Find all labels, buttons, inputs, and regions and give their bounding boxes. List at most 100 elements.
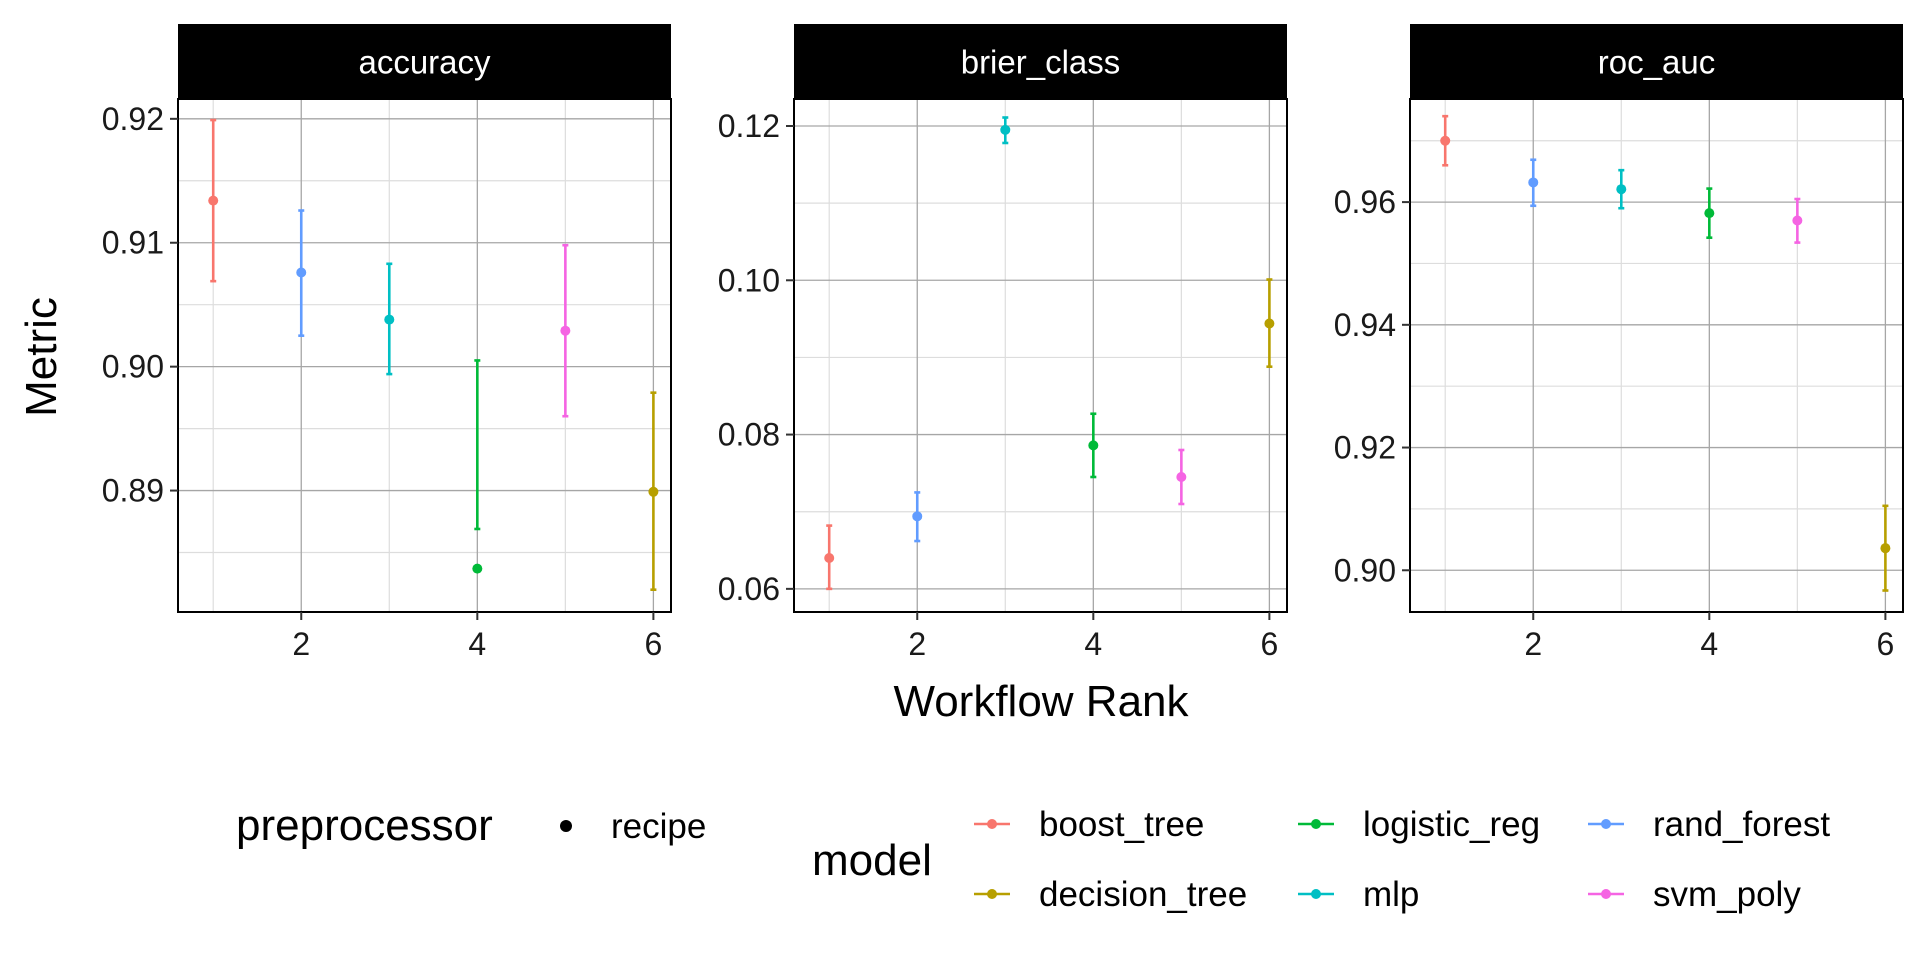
mean-point <box>1176 472 1187 482</box>
x-axis-title: Workflow Rank <box>893 677 1189 726</box>
mean-point <box>824 553 835 563</box>
errorbar-rand_forest <box>296 209 307 337</box>
x-tick-label: 2 <box>292 626 310 662</box>
model-legend-items: boost_tree logistic_reg rand_forestdecisio… <box>974 805 1830 914</box>
mean-point <box>1088 440 1099 451</box>
strip-accuracy <box>178 24 671 99</box>
panel-border <box>1409 98 1904 613</box>
y-tick-label: 0.91 <box>102 225 164 261</box>
mean-point <box>1440 135 1451 146</box>
legend-title-preprocessor: preprocessor <box>236 801 493 850</box>
legend-item-mlp: mlp <box>1298 875 1419 914</box>
mean-point <box>1264 318 1275 329</box>
plot-background <box>1410 99 1903 612</box>
legend-key-point <box>1601 819 1611 829</box>
mean-point <box>1000 124 1011 135</box>
legend-label: svm_poly <box>1653 875 1801 914</box>
errorbar-logistic_reg <box>1088 412 1099 479</box>
mean-point <box>1880 543 1891 554</box>
legend-label: logistic_reg <box>1363 805 1540 844</box>
errorbar-boost_tree <box>1440 114 1451 167</box>
legend-key-point <box>1311 819 1321 829</box>
mean-point <box>1616 184 1627 195</box>
panel-border <box>177 98 672 613</box>
errorbar-svm_poly <box>1792 197 1803 244</box>
x-tick-label: 2 <box>908 626 926 662</box>
panel-accuracy: accuracy 0.89 0.90 0.91 0.92 2 4 6 <box>102 24 672 662</box>
legend-label: mlp <box>1363 875 1419 914</box>
errorbar-mlp <box>384 262 395 376</box>
mean-point <box>208 195 219 206</box>
strip-label: accuracy <box>358 44 491 81</box>
x-tick-label: 6 <box>644 626 662 662</box>
errorbar-decision_tree <box>1880 504 1891 592</box>
legend-item-rand_forest: rand_forest <box>1588 805 1830 844</box>
x-tick-label: 4 <box>468 626 486 662</box>
errorbar-svm_poly <box>1176 448 1187 506</box>
y-tick-label: 0.94 <box>1334 307 1396 343</box>
errorbar-boost_tree <box>208 118 219 283</box>
plot-background <box>794 99 1287 612</box>
x-tick-label: 4 <box>1700 626 1718 662</box>
errorbar-decision_tree <box>648 391 659 591</box>
mean-point <box>560 325 571 336</box>
errorbar-boost_tree <box>824 524 835 591</box>
x-tick-label: 2 <box>1524 626 1542 662</box>
y-tick-label: 0.89 <box>102 473 164 509</box>
legend-label-recipe: recipe <box>611 807 706 846</box>
legend-label: boost_tree <box>1039 805 1204 844</box>
legend-key-point <box>1311 889 1321 899</box>
y-tick-label: 0.96 <box>1334 184 1396 220</box>
errorbar-rand_forest <box>1528 158 1539 208</box>
legend-title-model: model <box>812 836 932 885</box>
x-tick-label: 6 <box>1876 626 1894 662</box>
x-tick-label: 6 <box>1260 626 1278 662</box>
panel-brier_class: brier_class 0.06 0.08 0.10 0.12 2 4 6 <box>718 24 1288 662</box>
errorbar-logistic_reg <box>472 359 483 574</box>
errorbar-rand_forest <box>912 491 923 543</box>
y-tick-label: 0.06 <box>718 571 780 607</box>
mean-point <box>648 486 659 497</box>
legend-label: rand_forest <box>1653 805 1830 844</box>
y-tick-label: 0.90 <box>1334 552 1396 588</box>
errorbar-mlp <box>1616 168 1627 210</box>
legend-item-svm_poly: svm_poly <box>1588 875 1801 914</box>
legend-key-point <box>987 819 997 829</box>
legend-label: decision_tree <box>1039 875 1247 914</box>
mean-point <box>1528 177 1539 188</box>
panel-border <box>793 98 1288 613</box>
errorbar-logistic_reg <box>1704 187 1715 239</box>
x-tick-label: 4 <box>1084 626 1102 662</box>
strip-brier_class <box>794 24 1287 99</box>
errorbar-decision_tree <box>1264 278 1275 368</box>
legend: preprocessor recipe model boost_tree logi… <box>236 801 1830 914</box>
legend-key-point <box>987 889 997 899</box>
mean-point <box>1704 208 1715 219</box>
mean-point <box>472 563 483 574</box>
legend-key-recipe <box>560 820 572 832</box>
legend-key-point <box>1601 889 1611 899</box>
y-tick-label: 0.12 <box>718 108 780 144</box>
mean-point <box>296 267 307 278</box>
y-tick-label: 0.10 <box>718 262 780 298</box>
panels: accuracy 0.89 0.90 0.91 0.92 2 4 6 brier_class 0.… <box>102 24 1904 662</box>
panel-roc_auc: roc_auc 0.90 0.92 0.94 0.96 2 4 6 <box>1334 24 1904 662</box>
y-tick-label: 0.90 <box>102 349 164 385</box>
errorbar-mlp <box>1000 116 1011 145</box>
mean-point <box>912 511 923 522</box>
y-tick-label: 0.92 <box>1334 430 1396 466</box>
errorbar-svm_poly <box>560 243 571 418</box>
y-tick-label: 0.08 <box>718 417 780 453</box>
mean-point <box>1792 215 1803 226</box>
legend-item-boost_tree: boost_tree <box>974 805 1204 844</box>
plot-background <box>178 99 671 612</box>
y-axis-title: Metric <box>17 297 66 417</box>
y-tick-label: 0.92 <box>102 101 164 137</box>
legend-item-decision_tree: decision_tree <box>974 875 1247 914</box>
mean-point <box>384 314 395 325</box>
strip-label: brier_class <box>961 44 1121 81</box>
strip-label: roc_auc <box>1598 44 1715 81</box>
legend-item-logistic_reg: logistic_reg <box>1298 805 1540 844</box>
strip-roc_auc <box>1410 24 1903 99</box>
